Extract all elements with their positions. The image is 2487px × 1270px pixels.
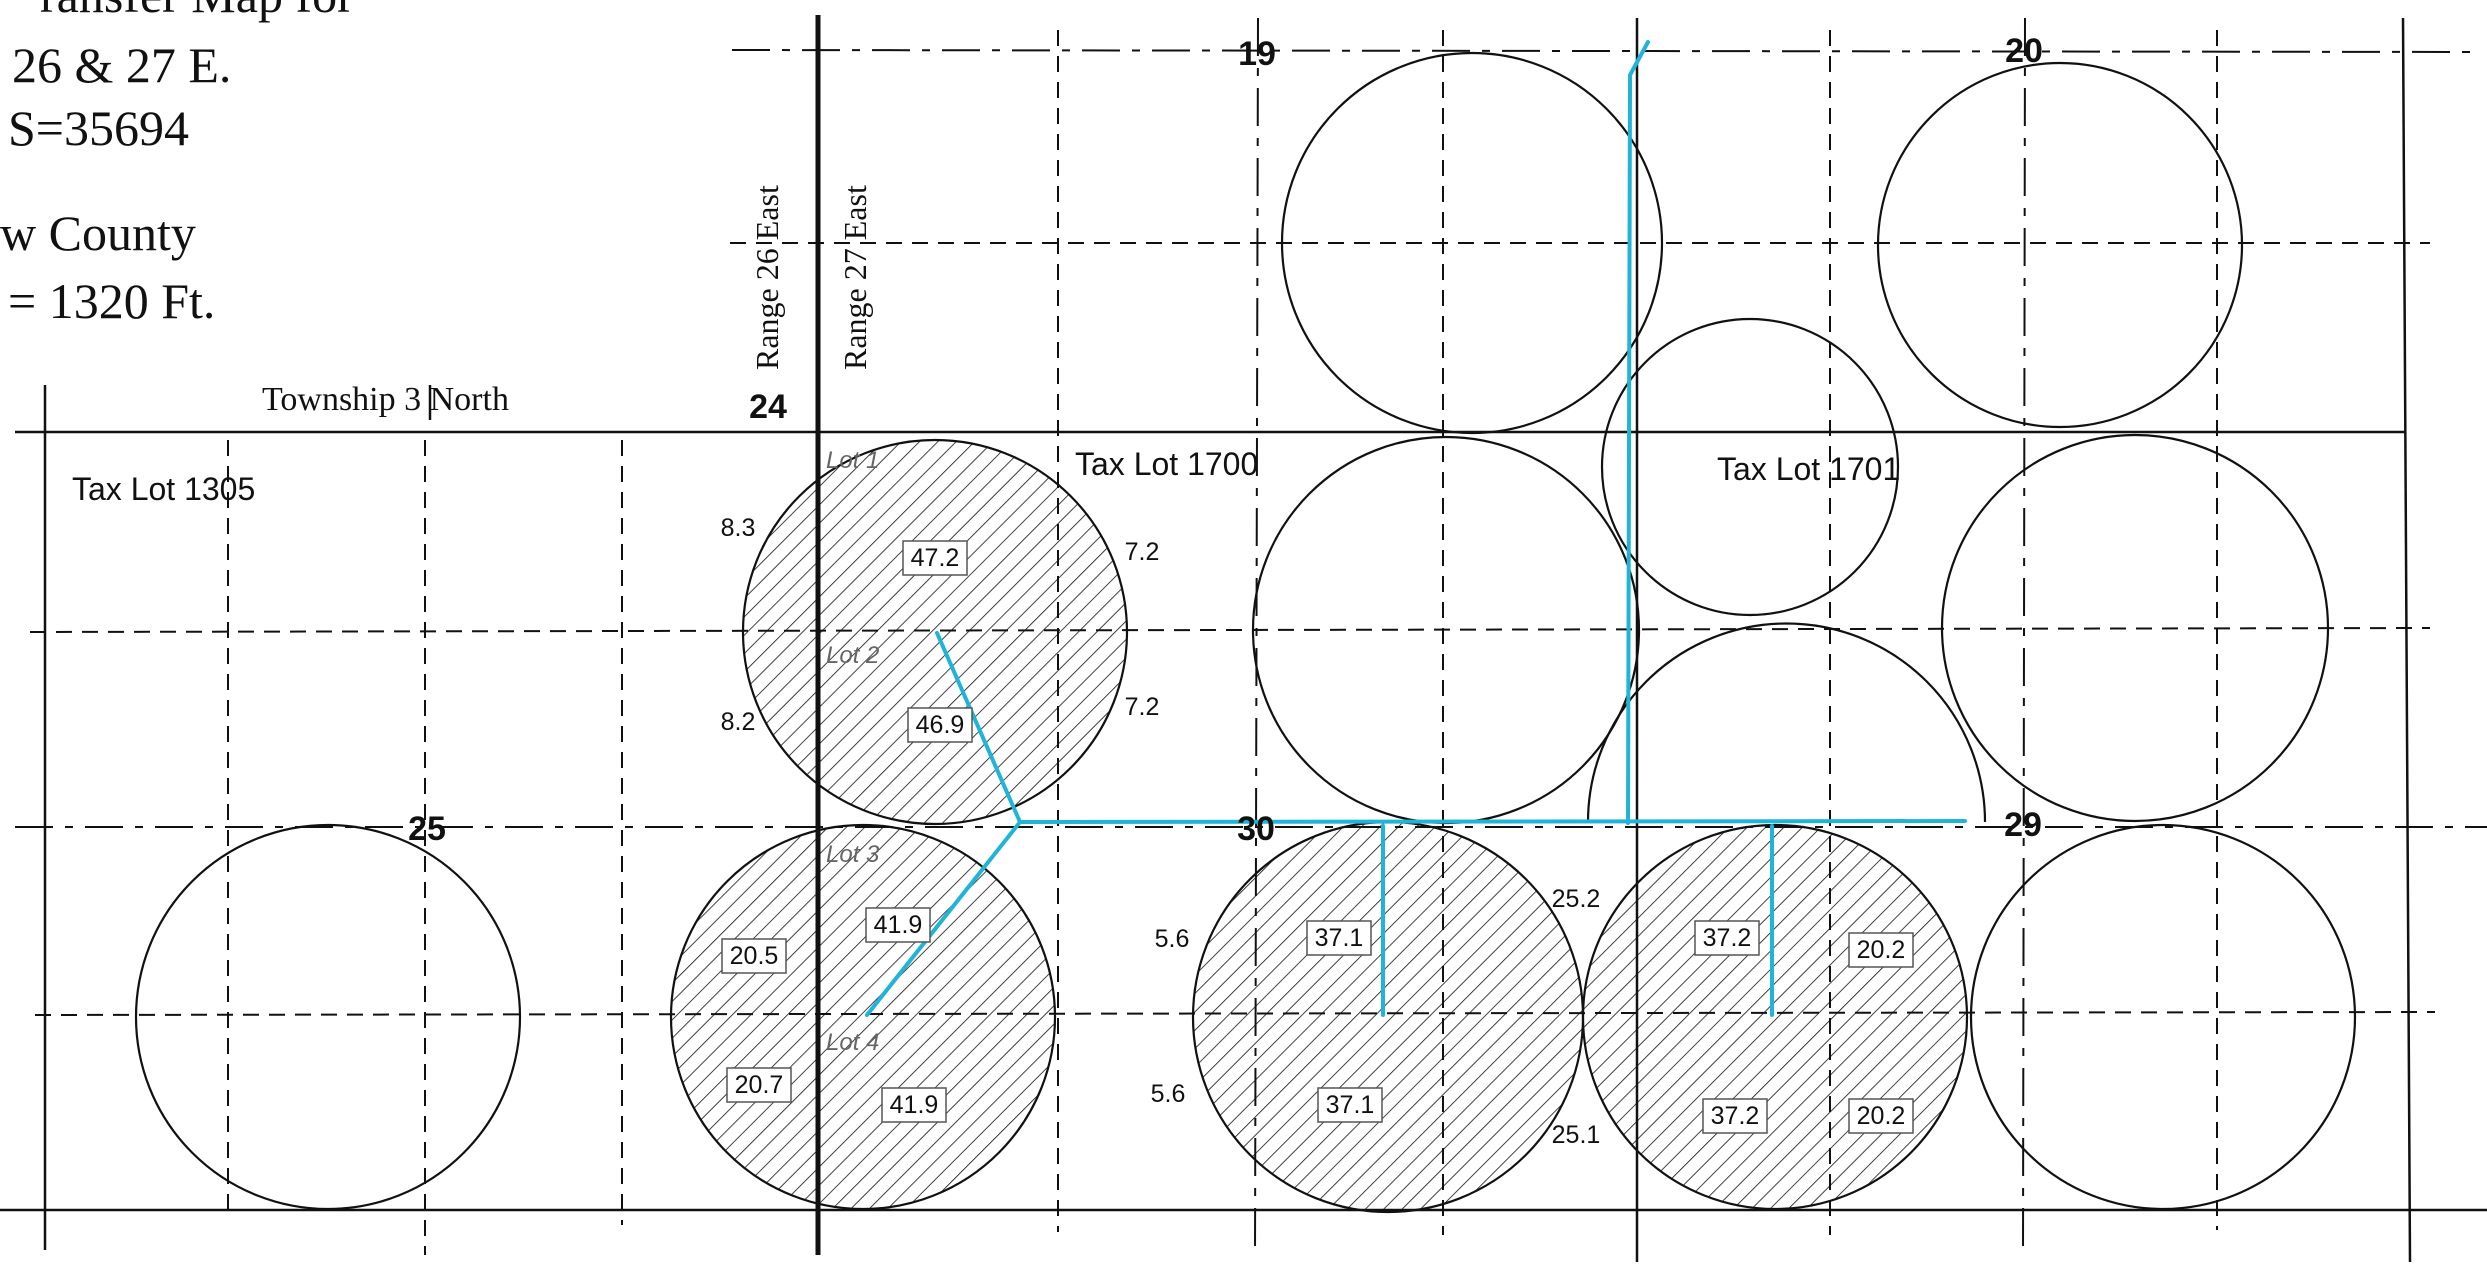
acreage-box: 37.2 (1694, 920, 1760, 956)
pipeline-icon (865, 631, 1022, 1017)
title-line-3: S=35694 (8, 100, 189, 156)
lot-3-label: Lot 3 (826, 841, 880, 868)
acreage-value: 41.9 (890, 1091, 939, 1119)
section-line-v4b (2022, 17, 2026, 1256)
hatched-pivot-circle-icon (1191, 820, 1585, 1214)
pivot-circles (134, 51, 2357, 1211)
section-number-20: 20 (2005, 32, 2043, 70)
title-line-4: w County (0, 205, 196, 261)
acreage-box: 47.2 (902, 540, 968, 576)
edge-acreage: 7.2 (1125, 538, 1160, 566)
acreage-box: 37.2 (1702, 1098, 1768, 1134)
acreage-value: 37.2 (1711, 1102, 1760, 1130)
acreage-box: 20.7 (726, 1067, 792, 1103)
pivot-circle-icon (1940, 433, 2330, 823)
section-number-30: 30 (1237, 810, 1275, 848)
pivot-circle-icon (1876, 61, 2244, 429)
acreage-box: 20.5 (721, 938, 787, 974)
edge-acreage: 8.2 (721, 708, 756, 736)
edge-acreage: 5.6 (1155, 925, 1190, 953)
edge-acreage: 25.2 (1552, 885, 1601, 913)
acreage-box: 37.1 (1317, 1087, 1383, 1123)
pivot-half-circle-icon (1586, 622, 1987, 823)
acreage-value: 37.1 (1315, 924, 1364, 952)
edge-acreage: 25.1 (1552, 1121, 1601, 1149)
tax-lot-1700-label: Tax Lot 1700 (1075, 446, 1258, 482)
lot-1-label: Lot 1 (826, 447, 879, 474)
acreage-value: 20.7 (735, 1071, 784, 1099)
acreage-value: 20.2 (1857, 936, 1906, 964)
acreage-value: 20.2 (1857, 1102, 1906, 1130)
range-labels: Range 26 East Range 27 East (749, 185, 873, 370)
section-numbers: 19 20 24 25 29 30 (408, 32, 2043, 848)
edge-acreage: 7.2 (1125, 693, 1160, 721)
tax-lot-labels: Tax Lot 1305 Tax Lot 1700 Tax Lot 1701 (72, 446, 1900, 507)
pipeline (865, 40, 1967, 1017)
acreage-value: 41.9 (874, 911, 923, 939)
section-number-25: 25 (408, 810, 446, 848)
edge-acreage: 5.6 (1151, 1080, 1186, 1108)
township-label: Township 3 North (262, 381, 509, 418)
acreage-value: 47.2 (911, 544, 960, 572)
acreage-box: 20.2 (1848, 1098, 1914, 1134)
hatched-pivot-circle-icon (669, 823, 1057, 1211)
tax-lot-1701-label: Tax Lot 1701 (1717, 451, 1900, 487)
edge-acreages: 8.3 8.2 7.2 7.2 5.6 5.6 25.2 25.1 (721, 514, 1601, 1149)
title-line-5: = 1320 Ft. (8, 273, 215, 329)
pivot-circle-icon (1600, 317, 1900, 617)
lot-2-label: Lot 2 (826, 642, 879, 669)
acreage-value: 37.1 (1326, 1091, 1375, 1119)
hatched-pivot-circle-icon (741, 438, 1129, 826)
range-26-east-label: Range 26 East (749, 185, 785, 370)
acreage-value: 46.9 (916, 711, 965, 739)
acreage-box: 20.2 (1848, 932, 1914, 968)
section-number-29: 29 (2004, 806, 2042, 844)
pivot-circle-icon (1969, 823, 2357, 1211)
pipeline-icon (1626, 40, 1650, 825)
acreage-box: 41.9 (881, 1087, 947, 1123)
range-27-east-label: Range 27 East (837, 185, 873, 370)
acreage-boxes: 47.2 46.9 41.9 41.9 20.5 20.7 37.1 37.1 (721, 540, 1914, 1134)
title-line-1: ransfer Map for (40, 0, 354, 23)
acreage-value: 20.5 (730, 942, 779, 970)
title-line-2: 26 & 27 E. (12, 37, 231, 93)
lot-labels: Lot 1 Lot 2 Lot 3 Lot 4 (826, 447, 880, 1056)
hatched-pivot-circle-icon (1581, 823, 1969, 1211)
tax-lot-1305-label: Tax Lot 1305 (72, 471, 255, 507)
title-block: ransfer Map for 26 & 27 E. S=35694 w Cou… (0, 0, 354, 329)
hatched-circles (669, 438, 1969, 1214)
section-number-19: 19 (1238, 35, 1276, 73)
acreage-box: 46.9 (907, 707, 973, 743)
acreage-box: 37.1 (1306, 920, 1372, 956)
acreage-box: 41.9 (865, 907, 931, 943)
quarter-line-h1 (29, 627, 2431, 633)
section-line-v5 (2401, 17, 2412, 1263)
lot-4-label: Lot 4 (826, 1029, 879, 1056)
edge-acreage: 8.3 (721, 514, 756, 542)
section-line-h0 (731, 49, 2481, 53)
pivot-circle-icon (1280, 51, 1664, 435)
section-number-24: 24 (749, 388, 787, 426)
pivot-circle-icon (134, 823, 522, 1211)
pipeline-icon (1018, 819, 1967, 824)
acreage-value: 37.2 (1703, 924, 1752, 952)
